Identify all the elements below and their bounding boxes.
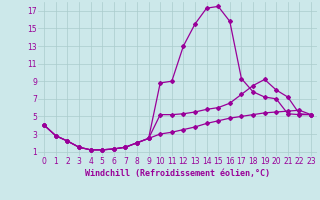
X-axis label: Windchill (Refroidissement éolien,°C): Windchill (Refroidissement éolien,°C)	[85, 169, 270, 178]
